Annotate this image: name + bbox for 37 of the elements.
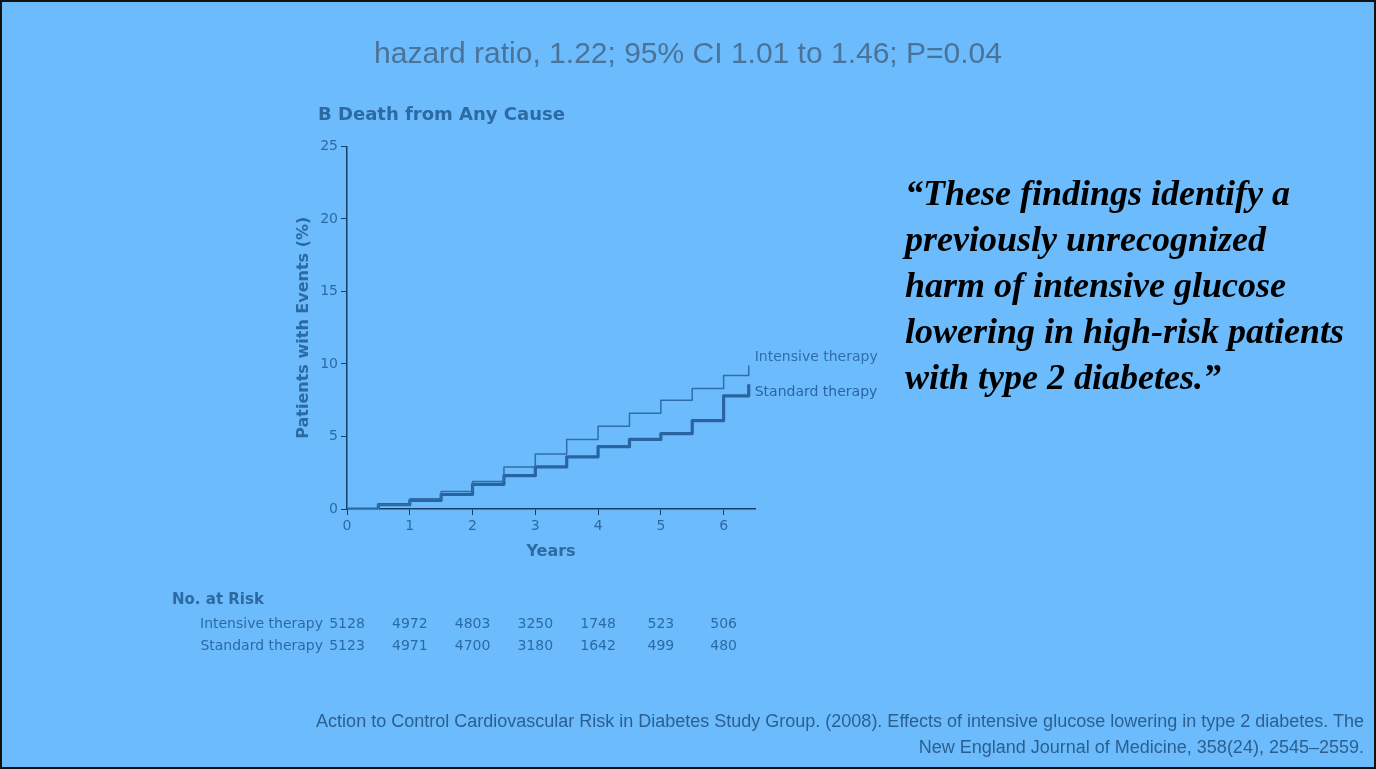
y-tick-label: 15 xyxy=(320,282,339,299)
x-tick-label: 3 xyxy=(530,517,540,534)
text: 499 xyxy=(647,637,675,653)
y-tick-label: 5 xyxy=(329,427,339,444)
chart-subtitle: B Death from Any Cause xyxy=(318,103,565,124)
x-tick-label: 0 xyxy=(342,517,352,534)
text: Standard therapy xyxy=(200,637,324,653)
series-label: Intensive therapy xyxy=(754,348,878,365)
text: 5128 xyxy=(329,615,365,631)
x-tick-label: 4 xyxy=(593,517,603,534)
text: 1642 xyxy=(580,637,616,653)
text: 4803 xyxy=(454,615,491,631)
text: 506 xyxy=(710,615,738,631)
text: 523 xyxy=(647,615,675,631)
text: 5123 xyxy=(329,637,365,653)
text: 4700 xyxy=(454,637,491,653)
x-tick-label: 6 xyxy=(719,517,729,534)
series-label: Standard therapy xyxy=(754,382,878,399)
text: 3250 xyxy=(517,615,554,631)
text: 3180 xyxy=(517,637,554,653)
y-tick-label: 20 xyxy=(320,209,339,226)
text: 4972 xyxy=(391,615,428,631)
x-tick-label: 1 xyxy=(405,517,415,534)
x-axis-title: Years xyxy=(525,540,576,560)
y-tick-label: 0 xyxy=(329,499,339,516)
text: Intensive therapy xyxy=(200,615,324,631)
text: No. at Risk xyxy=(172,590,265,608)
y-tick-label: 25 xyxy=(320,137,339,154)
text: 1748 xyxy=(580,615,616,631)
x-tick-label: 5 xyxy=(656,517,666,534)
y-tick-label: 10 xyxy=(320,354,339,371)
x-tick-label: 2 xyxy=(468,517,478,534)
chart-title: hazard ratio, 1.22; 95% CI 1.01 to 1.46; P=0.04 xyxy=(373,36,1003,70)
text: 4971 xyxy=(391,637,428,653)
y-axis-title: Patients with Events (%) xyxy=(292,216,312,439)
text: Action to Control Cardiovascular Risk in Diabetes Study Group. (2008). Effects of intensive glucose lowering in type 2 diabetes. The New England Journal of Medicine, 358(24), 2545–2559. xyxy=(315,710,1364,759)
text: 480 xyxy=(710,637,737,653)
